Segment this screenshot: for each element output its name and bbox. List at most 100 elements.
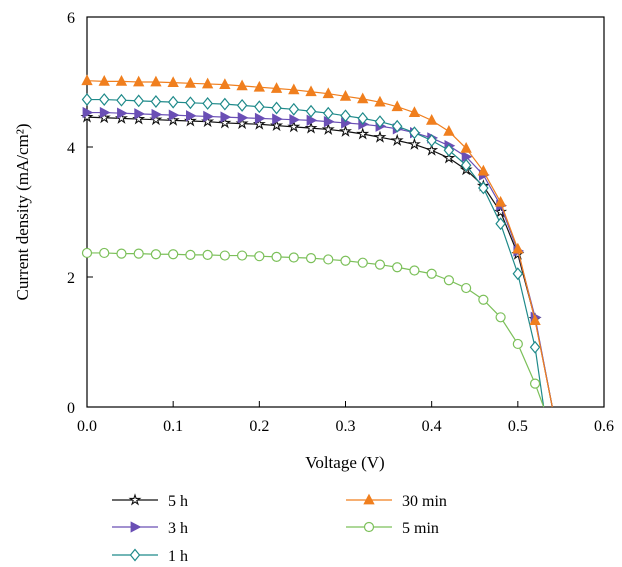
data-point — [288, 252, 299, 263]
data-point — [461, 282, 472, 294]
data-point — [306, 114, 318, 127]
y-axis-ticks: 0 2 4 6 — [67, 10, 93, 417]
data-point — [529, 314, 541, 325]
data-point — [495, 217, 506, 231]
data-point — [374, 259, 386, 270]
x-axis-title: Voltage (V) — [305, 453, 384, 472]
data-point — [168, 249, 179, 260]
data-point — [322, 106, 334, 120]
series-5-h — [80, 110, 553, 408]
x-tick-label: 0.3 — [336, 418, 356, 435]
x-tick-label: 0.6 — [594, 418, 614, 435]
data-point — [357, 111, 369, 125]
data-point — [425, 143, 439, 156]
data-point — [203, 110, 214, 123]
series-line — [87, 98, 545, 408]
data-point — [98, 74, 110, 86]
data-point — [219, 78, 231, 89]
data-point — [254, 251, 265, 262]
data-point — [99, 106, 111, 119]
x-tick-label: 0.1 — [163, 418, 183, 435]
data-point — [168, 109, 180, 121]
legend-marker — [129, 548, 141, 562]
data-point — [442, 151, 456, 164]
data-point — [288, 102, 300, 116]
series-line — [87, 252, 545, 408]
series-1-h — [81, 93, 545, 408]
data-point — [133, 248, 144, 259]
plot-frame — [86, 16, 605, 408]
data-point — [237, 250, 248, 261]
data-point — [253, 80, 265, 92]
data-point — [254, 112, 266, 125]
data-point — [391, 100, 403, 112]
data-point — [219, 250, 230, 261]
data-point — [478, 181, 489, 195]
data-point — [339, 89, 352, 101]
legend-marker — [130, 521, 142, 533]
data-point — [408, 106, 421, 117]
data-point — [356, 127, 370, 140]
data-point — [116, 248, 127, 259]
data-point — [272, 113, 283, 125]
data-point — [151, 108, 163, 121]
data-point — [185, 110, 197, 122]
y-tick-label: 4 — [67, 140, 75, 157]
data-point — [391, 119, 403, 133]
data-point — [304, 121, 318, 134]
data-point — [237, 112, 249, 124]
data-point — [339, 124, 352, 137]
data-point — [167, 95, 179, 109]
data-point — [512, 338, 523, 350]
data-point — [220, 111, 232, 123]
data-point — [289, 114, 301, 126]
data-point — [357, 92, 369, 104]
data-point — [512, 242, 524, 254]
data-point — [81, 93, 93, 106]
data-point — [202, 97, 213, 110]
data-point — [184, 76, 197, 88]
data-point — [305, 85, 317, 97]
legend-label: 5 h — [168, 493, 188, 510]
data-point — [409, 265, 420, 276]
data-point — [271, 251, 282, 262]
data-point — [305, 253, 317, 264]
data-point — [167, 76, 179, 88]
data-point — [185, 249, 196, 260]
data-point — [461, 151, 473, 163]
data-point — [512, 267, 524, 281]
data-point — [219, 97, 231, 111]
y-axis-title: Current density (mA/cm²) — [13, 124, 32, 301]
data-point — [98, 93, 110, 106]
data-point — [340, 109, 351, 123]
data-point — [426, 268, 437, 279]
legend-item: 3 h — [112, 520, 188, 537]
data-point — [460, 158, 472, 172]
series-line — [86, 116, 553, 408]
data-point — [150, 249, 162, 260]
data-point — [133, 94, 144, 108]
data-point — [478, 294, 489, 305]
data-point — [443, 143, 455, 157]
data-point — [407, 137, 421, 150]
data-point — [288, 83, 300, 95]
data-point — [494, 195, 507, 207]
y-tick-label: 0 — [67, 400, 75, 417]
data-point — [495, 312, 506, 323]
data-point — [99, 247, 110, 259]
data-point — [254, 100, 265, 114]
legend-item: 1 h — [112, 548, 188, 565]
data-point — [305, 104, 317, 118]
data-point — [392, 262, 403, 273]
x-tick-label: 0.4 — [422, 418, 442, 435]
data-point — [323, 254, 334, 265]
legend: 5 h 3 h 1 h 30 min 5 min — [112, 493, 447, 565]
series-30-min — [81, 74, 553, 408]
legend-marker — [363, 521, 375, 533]
data-point — [270, 82, 283, 93]
legend-marker — [363, 493, 375, 505]
series-layer — [80, 74, 553, 408]
data-point — [82, 106, 94, 119]
data-point — [529, 378, 541, 389]
data-point — [390, 133, 404, 147]
